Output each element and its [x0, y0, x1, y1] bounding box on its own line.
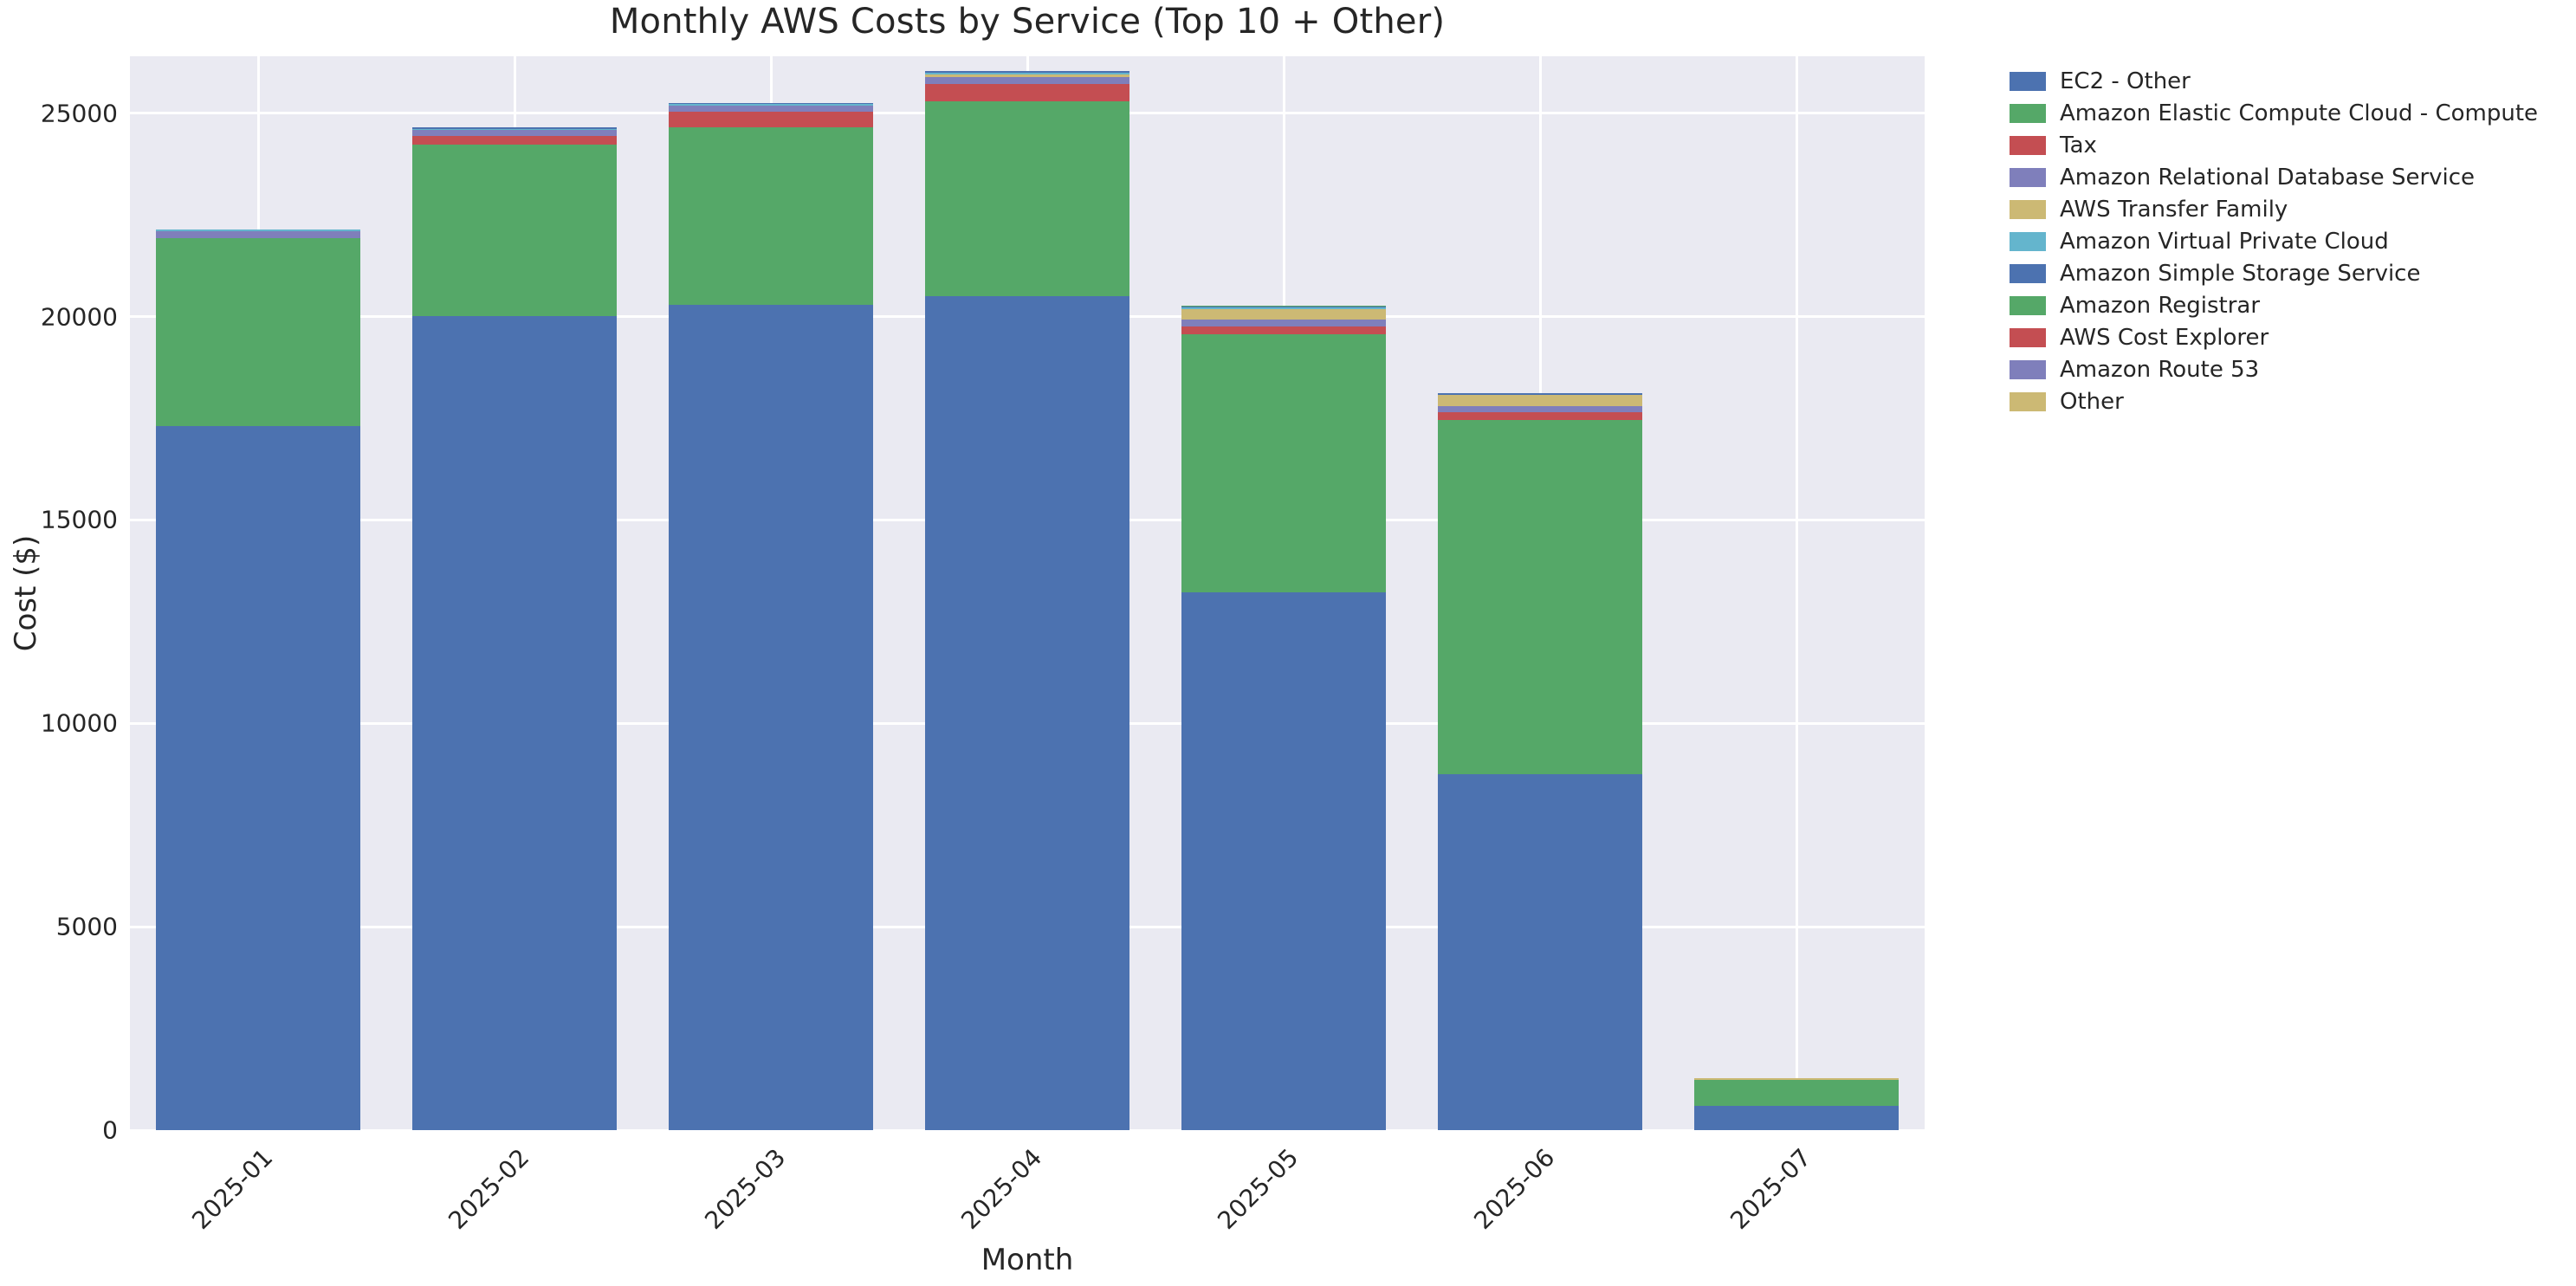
legend-item[interactable]: Amazon Simple Storage Service	[2010, 257, 2547, 289]
bar-segment[interactable]	[1181, 305, 1387, 307]
legend-label: Amazon Registrar	[2060, 292, 2261, 319]
bar-segment[interactable]	[1437, 412, 1643, 420]
legend-swatch-icon	[2010, 199, 2046, 219]
legend-label: Amazon Route 53	[2060, 356, 2260, 383]
bar-segment[interactable]	[668, 112, 874, 127]
legend-swatch-icon	[2010, 103, 2046, 123]
legend-swatch-icon	[2010, 167, 2046, 187]
legend-item[interactable]: Other	[2010, 385, 2547, 417]
legend-label: Amazon Virtual Private Cloud	[2060, 228, 2389, 255]
y-tick-label: 0	[102, 1115, 118, 1145]
bar-stack[interactable]	[411, 126, 618, 1130]
legend-item[interactable]: AWS Transfer Family	[2010, 193, 2547, 225]
gridline-horizontal	[130, 1128, 1925, 1132]
legend-item[interactable]: AWS Cost Explorer	[2010, 321, 2547, 353]
legend-item[interactable]: Tax	[2010, 129, 2547, 161]
bar-segment[interactable]	[411, 135, 618, 145]
chart-title: Monthly AWS Costs by Service (Top 10 + O…	[609, 2, 1446, 42]
bar-segment[interactable]	[1437, 405, 1643, 413]
bar-stack[interactable]	[924, 71, 1130, 1130]
bar-segment[interactable]	[1181, 308, 1387, 320]
legend-label: Amazon Elastic Compute Cloud - Compute	[2060, 100, 2539, 126]
legend-swatch-icon	[2010, 359, 2046, 379]
bar-stack[interactable]	[1437, 393, 1643, 1130]
y-tick-label: 5000	[55, 912, 118, 941]
legend-label: EC2 - Other	[2060, 68, 2191, 94]
bar-segment[interactable]	[155, 229, 361, 231]
bar-segment[interactable]	[411, 126, 618, 129]
bar-segment[interactable]	[924, 83, 1130, 101]
bar-segment[interactable]	[1693, 1105, 1900, 1130]
bar-segment[interactable]	[1181, 320, 1387, 327]
legend-item[interactable]: EC2 - Other	[2010, 65, 2547, 97]
bar-segment[interactable]	[1181, 307, 1387, 309]
y-tick-label: 10000	[40, 708, 118, 738]
bar-segment[interactable]	[155, 230, 361, 239]
bar-segment[interactable]	[1437, 419, 1643, 774]
bar-segment[interactable]	[668, 126, 874, 306]
legend-swatch-icon	[2010, 327, 2046, 347]
bar-stack[interactable]	[1693, 1078, 1900, 1130]
bar-stack[interactable]	[155, 229, 361, 1130]
legend-label: Other	[2060, 388, 2124, 415]
bar-segment[interactable]	[1181, 326, 1387, 335]
bar-segment[interactable]	[1437, 393, 1643, 395]
y-tick-label: 20000	[40, 302, 118, 332]
bar-segment[interactable]	[411, 145, 618, 316]
bar-stack[interactable]	[668, 102, 874, 1130]
bar-segment[interactable]	[1181, 334, 1387, 592]
legend-item[interactable]: Amazon Elastic Compute Cloud - Compute	[2010, 97, 2547, 129]
legend-label: AWS Transfer Family	[2060, 196, 2288, 223]
legend-item[interactable]: Amazon Route 53	[2010, 353, 2547, 385]
legend-swatch-icon	[2010, 391, 2046, 411]
bar-stack[interactable]	[1181, 305, 1387, 1130]
legend-label: AWS Cost Explorer	[2060, 324, 2269, 351]
bar-segment[interactable]	[924, 74, 1130, 78]
legend-swatch-icon	[2010, 231, 2046, 251]
legend-item[interactable]: Amazon Registrar	[2010, 289, 2547, 321]
bar-segment[interactable]	[924, 73, 1130, 75]
bar-segment[interactable]	[1693, 1078, 1900, 1080]
bar-segment[interactable]	[668, 106, 874, 113]
legend-item[interactable]: Amazon Relational Database Service	[2010, 161, 2547, 193]
legend-swatch-icon	[2010, 135, 2046, 155]
x-axis-label: Month	[981, 1243, 1074, 1277]
bar-segment[interactable]	[411, 128, 618, 131]
bar-segment[interactable]	[924, 77, 1130, 84]
bar-segment[interactable]	[411, 130, 618, 136]
y-tick-label: 15000	[40, 505, 118, 534]
legend-label: Tax	[2060, 132, 2097, 158]
legend-swatch-icon	[2010, 295, 2046, 315]
legend-swatch-icon	[2010, 71, 2046, 91]
bar-segment[interactable]	[924, 100, 1130, 297]
bar-segment[interactable]	[411, 315, 618, 1130]
legend-label: Amazon Simple Storage Service	[2060, 260, 2421, 287]
gridline-vertical	[1795, 56, 1798, 1130]
bar-segment[interactable]	[1181, 591, 1387, 1130]
bar-segment[interactable]	[1437, 773, 1643, 1130]
legend-swatch-icon	[2010, 263, 2046, 283]
bar-segment[interactable]	[155, 238, 361, 427]
bar-segment[interactable]	[1693, 1079, 1900, 1106]
bar-segment[interactable]	[1437, 394, 1643, 406]
bar-segment[interactable]	[668, 305, 874, 1130]
bar-segment[interactable]	[924, 71, 1130, 74]
plot-area	[130, 56, 1925, 1132]
y-tick-label: 25000	[40, 99, 118, 128]
bar-segment[interactable]	[668, 104, 874, 107]
bar-segment[interactable]	[155, 426, 361, 1130]
legend-label: Amazon Relational Database Service	[2060, 164, 2476, 191]
legend-item[interactable]: Amazon Virtual Private Cloud	[2010, 225, 2547, 257]
y-axis-label: Cost ($)	[9, 534, 43, 652]
bar-segment[interactable]	[924, 296, 1130, 1130]
chart-legend: EC2 - Other Amazon Elastic Compute Cloud …	[2010, 65, 2547, 417]
bar-segment[interactable]	[668, 102, 874, 105]
